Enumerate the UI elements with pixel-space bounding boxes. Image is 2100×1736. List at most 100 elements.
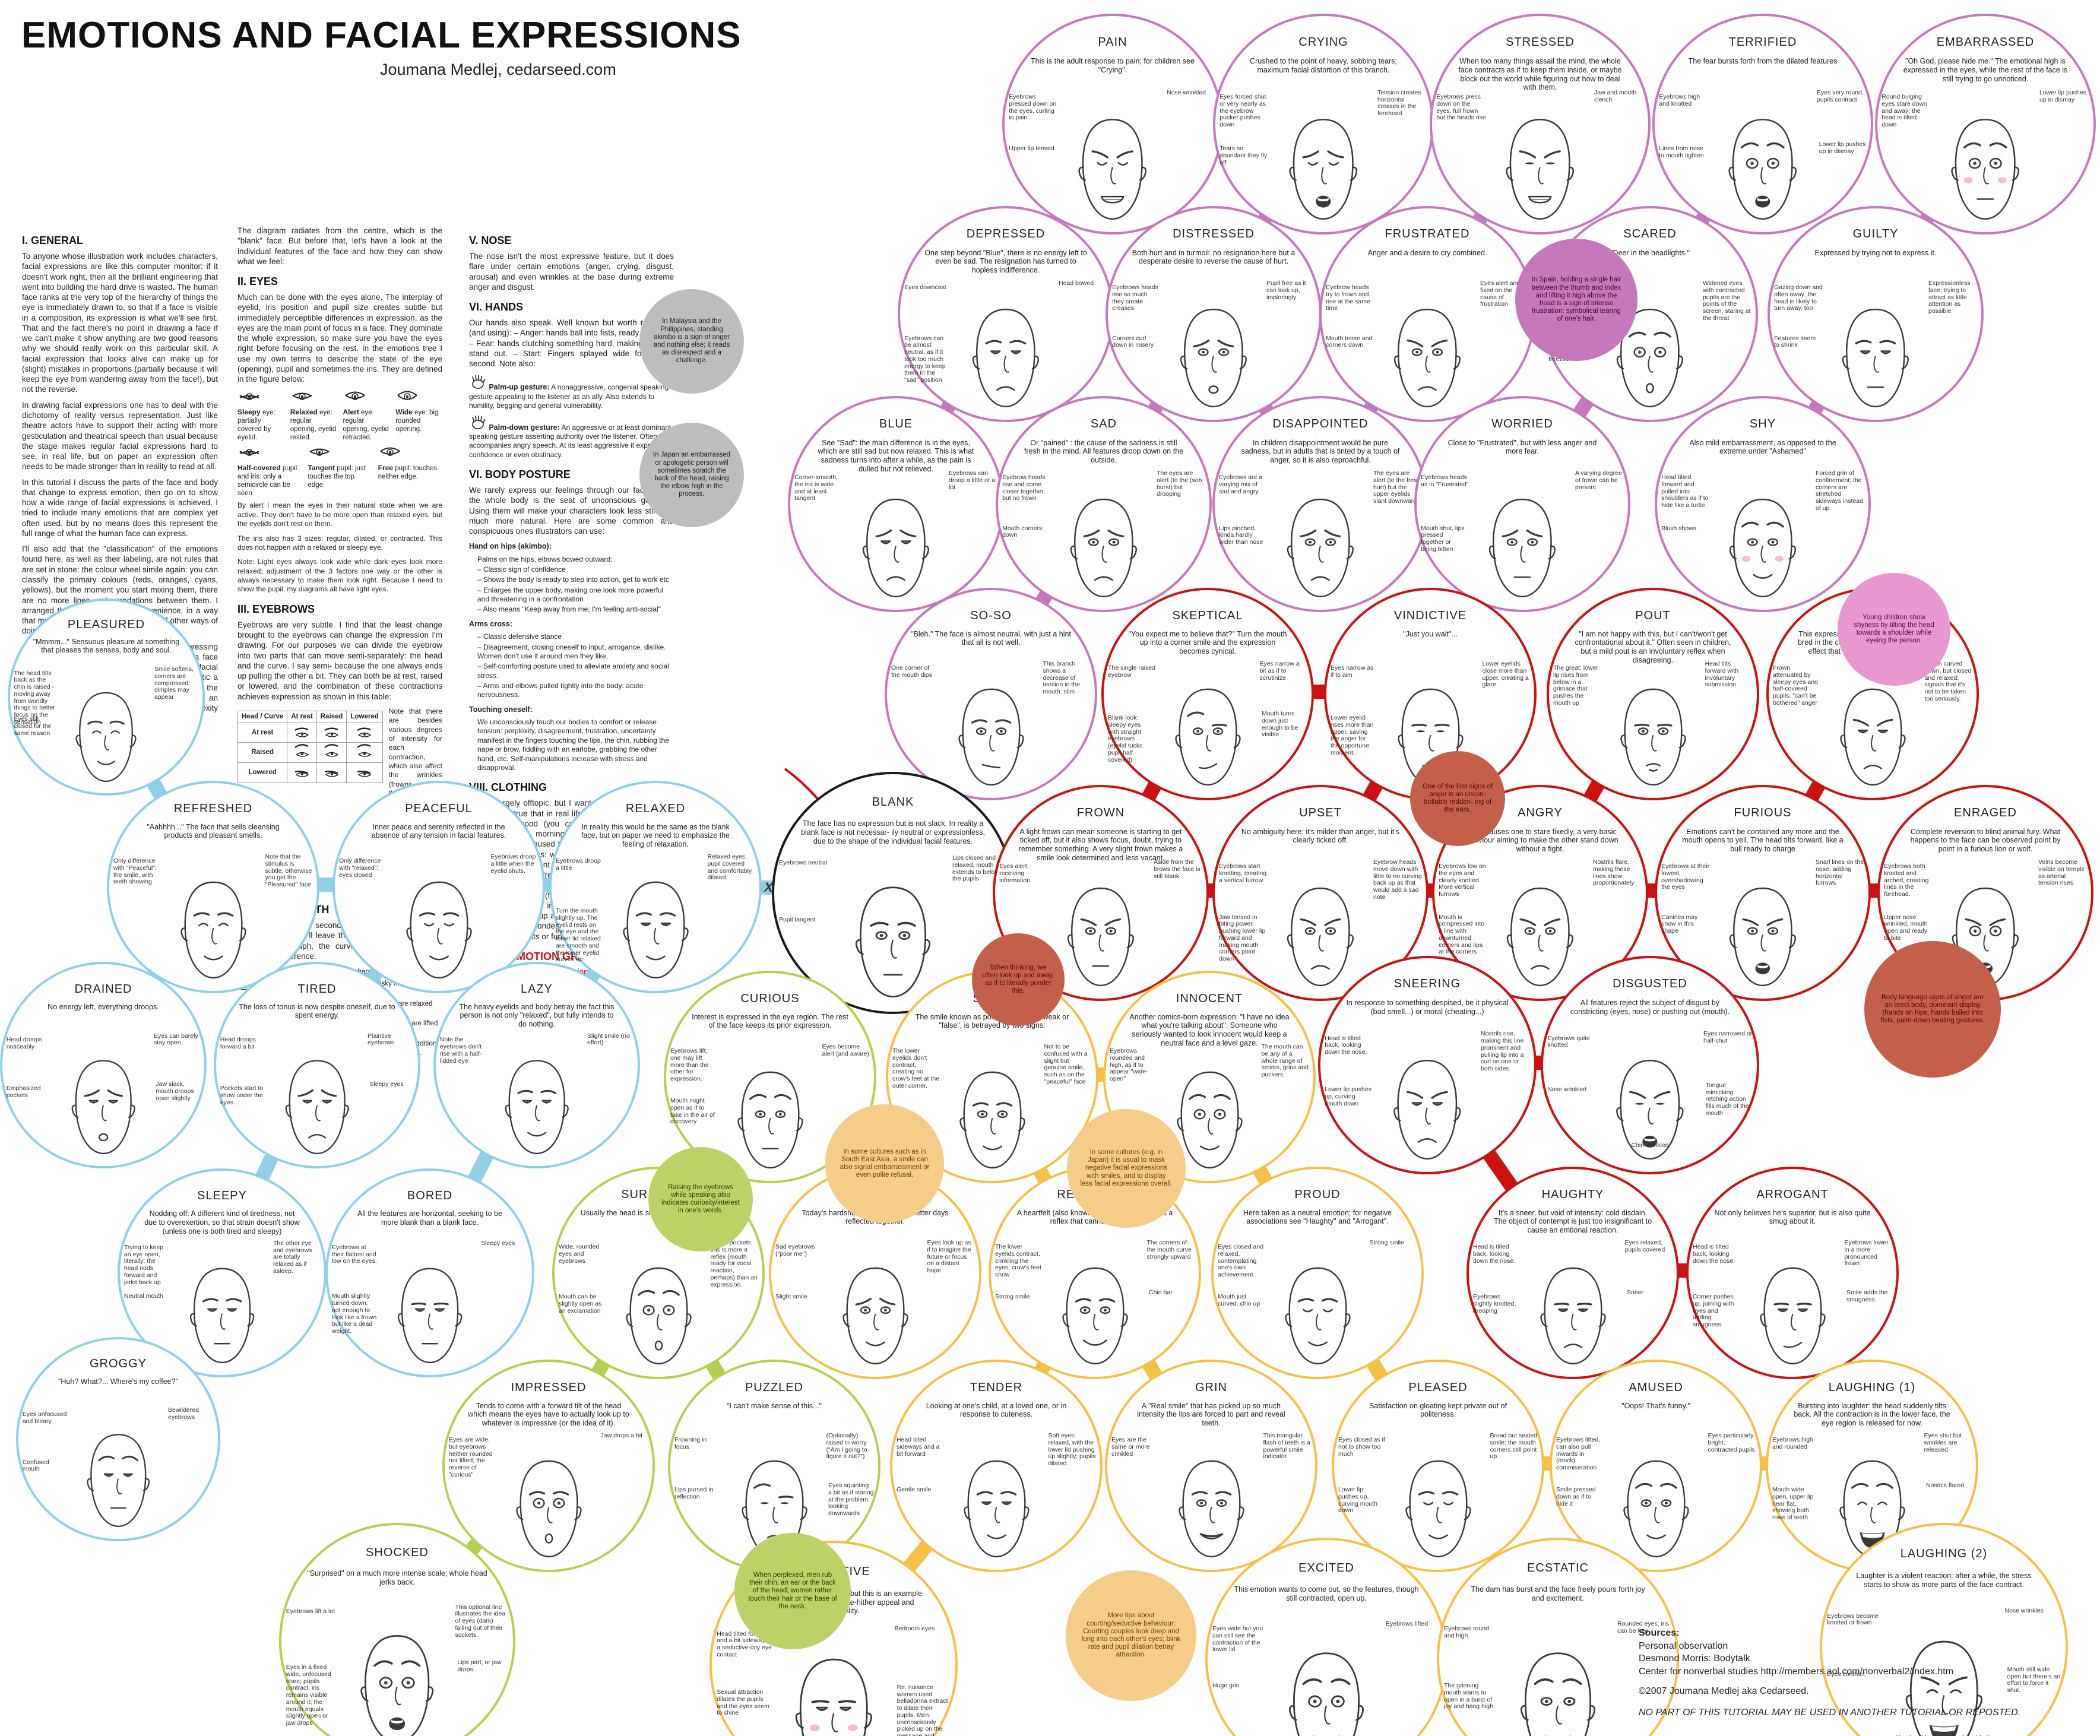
hand-icon	[472, 375, 486, 389]
annotation-pleased-1: Eyes closed as if not to show too much	[1338, 1436, 1385, 1458]
emotion-label-drained: DRAINED	[74, 982, 132, 996]
note-bubble-spain: In Spain, holding a single hair between …	[1515, 239, 1637, 361]
emotion-node-worried: WORRIED Close to "Frustrated", but with l…	[1414, 396, 1630, 612]
emotion-quote-laughing1: Bursting into laughter: the head suddenl…	[1794, 1401, 1950, 1428]
annotation-excited-3: Huge grin	[1212, 1682, 1240, 1689]
annotation-relaxed-1: Eyebrows droop a little	[556, 857, 601, 872]
emotion-label-furious: FURIOUS	[1734, 806, 1792, 820]
face-illustration-blank	[855, 886, 931, 998]
annotation-worried-2: A varying degree of frown can be present	[1575, 470, 1622, 491]
gesture-palm-up: Palm-up gesture: A nonaggressive, congen…	[469, 374, 674, 410]
annotation-surprised-2: Mouth pockets: this is more a reflex (mo…	[710, 1239, 758, 1288]
emotion-quote-frustrated: Anger and a desire to cry combined.	[1367, 248, 1487, 257]
emotion-quote-relaxed: In reality this would be the same as the…	[581, 822, 730, 849]
emotion-label-proud: PROUD	[1294, 1187, 1341, 1201]
eye-diagram-sleepy	[239, 449, 259, 457]
face-illustration-excited	[1288, 1652, 1364, 1736]
emotion-label-pout: POUT	[1635, 609, 1671, 622]
annotation-upset-3: Jaw tensed in biting power, pushing lowe…	[1219, 913, 1266, 963]
annotation-disgusted-5: Chin wrinkled	[1631, 1141, 1669, 1149]
face-illustration-blue	[862, 498, 930, 598]
posture-item-2: Arms cross: – Classic defensive stance – D…	[469, 619, 669, 699]
eye-type-wide: Wide eye: big rounded opening.	[395, 389, 442, 442]
face-illustration-shy	[1729, 498, 1797, 598]
sources-list: Personal observation Desmond Morris: Body…	[1639, 1640, 2020, 1678]
annotation-enraged-2: Veins become visible on temple as arteri…	[2038, 859, 2085, 887]
annotation-arrogant-3: Corner pushes up, joining with eyes and …	[1693, 1293, 1734, 1328]
emotion-label-amused: AMUSED	[1629, 1380, 1683, 1394]
emotion-label-tired: TIRED	[297, 982, 337, 996]
face-illustration-bored	[397, 1268, 463, 1363]
face-illustration-sneering	[1393, 1059, 1461, 1160]
face-illustration-pout	[1620, 689, 1686, 786]
annotation-vindictive-2: Lower eyelids close more than upper, cre…	[1482, 660, 1529, 689]
annotation-peaceful-1: Only difference with "relaxed": eyes clo…	[339, 857, 381, 879]
note-bubble-think: When thinking, we often look up and away…	[972, 933, 1065, 1026]
annotation-disgusted-3: Nose wrinkled	[1547, 1086, 1587, 1093]
emotion-node-shocked: SHOCKED "Surprised" on a much more intens…	[279, 1523, 515, 1736]
emotion-quote-ecstatic: The dam has burst and the face freely po…	[1471, 1585, 1645, 1602]
emotion-quote-disgusted: All features reject the subject of disgu…	[1570, 999, 1730, 1016]
annotation-haughty-1: Head is tilted back, looking down the no…	[1473, 1243, 1516, 1265]
emotion-label-frustrated: FRUSTRATED	[1385, 227, 1470, 241]
sources-block: Sources: Personal observation Desmond Mor…	[1639, 1627, 2020, 1719]
emotion-quote-frown: A light frown can mean someone is starti…	[1018, 827, 1183, 862]
emotion-node-lazy: LAZY The heavy eyelids and body betray th…	[433, 962, 640, 1168]
eye-type-alert: Alert eye: regular opening, eyelid retra…	[343, 389, 390, 442]
face-illustration-pain	[1078, 118, 1147, 220]
note-bubble-japan-note: In Japan an embarrassed or apologetic pe…	[639, 423, 744, 527]
emotion-node-ecstatic: ECSTATIC The dam has burst and the face f…	[1437, 1538, 1679, 1736]
face-illustration-groggy	[87, 1434, 150, 1528]
annotation-guilty-2: Expressionless face, trying to attract a…	[1928, 280, 1971, 315]
pupil-types-figure: Half-covered pupil and iris: only a semi…	[237, 445, 442, 498]
annotation-seductive-2: Bedroom eyes	[894, 1625, 935, 1633]
emotion-node-grin: GRIN A "Real smile" that has picked up so…	[1105, 1360, 1317, 1572]
annotation-tired-1: Head droops forward a bit	[220, 1036, 256, 1051]
annotation-upset-1: Eyebrows start knotting, creating a vert…	[1219, 863, 1267, 884]
emotion-node-shy: SHY Also mild embarrassment, as opposed t…	[1655, 396, 1871, 612]
face-illustration-embarrassed	[1951, 118, 2020, 220]
emotion-quote-pout: "I am not happy with this, but I can't/w…	[1575, 629, 1731, 664]
annotation-skeptical-3: Blank look: sleepy eyes with straight ey…	[1108, 714, 1143, 764]
annotation-skeptical-4: Mouth turns down just enough to be visib…	[1262, 710, 1298, 739]
emotion-label-disappointed: DISAPPOINTED	[1272, 417, 1369, 431]
face-illustration-skeptical	[1174, 689, 1241, 786]
emotion-node-bored: BORED All the features are horizontal, se…	[325, 1168, 534, 1377]
emotion-label-sleepy: SLEEPY	[197, 1189, 247, 1202]
emotion-quote-grin: A "Real smile" that has picked up so muc…	[1137, 1401, 1285, 1428]
face-illustration-surprised	[625, 1268, 692, 1365]
annotation-vindictive-1: Eyes narrow as if to aim	[1331, 664, 1374, 679]
hand-icon	[472, 415, 486, 429]
emotion-quote-enraged: Complete reversion to blind animal fury.…	[1910, 827, 2061, 854]
emotion-label-sneering: SNEERING	[1393, 977, 1461, 991]
emotion-quote-worried: Close to "Frustrated", but with less ang…	[1447, 438, 1597, 456]
annotation-grin-2: This triangular flash of teeth is a powe…	[1263, 1432, 1310, 1461]
eye-type-relaxed: Relaxed eye: regular opening, eyelid res…	[290, 389, 337, 442]
annotation-sad-2: The eyes are alert (to the (sob burst) b…	[1157, 470, 1202, 498]
annotation-disappointed-2: The eyes are alert (to the fresh hurt) b…	[1373, 470, 1421, 505]
face-illustration-sleepy	[189, 1268, 255, 1363]
annotation-depressed-2: Head bowed	[1059, 280, 1094, 287]
annotation-drained-2: Eyes can barely stay open	[154, 1032, 198, 1047]
annotation-laughing1-2: Eyes shut but wrinkles are released	[1924, 1432, 1962, 1453]
emotion-node-pleased: PLEASED Satisfaction on gloating kept pri…	[1332, 1360, 1544, 1572]
emotion-quote-skeptical: "You expect me to believe that?" Turn th…	[1128, 629, 1287, 656]
annotation-groggy-3: Confused mouth	[22, 1458, 49, 1473]
note-bubble-ears: One of the first signs of anger is an un…	[1410, 751, 1505, 846]
annotation-worried-1: Eyebrows heads as in "Frustrated"	[1421, 474, 1469, 488]
emotion-quote-drained: No energy left, everything droops.	[47, 1002, 159, 1011]
emotion-quote-haughty: It's a sneer, but void of intensity: col…	[1493, 1208, 1652, 1235]
annotation-amused-1: Eyebrows lifted, can also pull inwards i…	[1556, 1436, 1601, 1471]
emotion-quote-guilty: Expressed by trying not to express it.	[1814, 248, 1937, 257]
annotation-upset-2: Eyebrow heads move down with little to n…	[1373, 859, 1422, 901]
annotation-relaxed-3: Turn the mouth slightly up. The eyelid r…	[556, 907, 601, 964]
annotation-angry-2: Nostrils flare, making these lines show …	[1593, 859, 1635, 887]
annotation-sleepy-2: The other eye and eyebrows are totally r…	[273, 1239, 312, 1275]
emotion-node-drained: DRAINED No energy left, everything droops…	[0, 962, 207, 1168]
annotation-pain-2: Nose wrinkled	[1167, 88, 1206, 96]
annotation-sad-3: Mouth corners down	[1002, 524, 1043, 539]
emotion-label-terrified: TERRIFIED	[1728, 35, 1797, 49]
emotion-node-stressed: STRESSED When too many things assail the …	[1430, 14, 1651, 235]
emotion-quote-tired: The loss of tonus is now despite oneself…	[239, 1002, 395, 1020]
